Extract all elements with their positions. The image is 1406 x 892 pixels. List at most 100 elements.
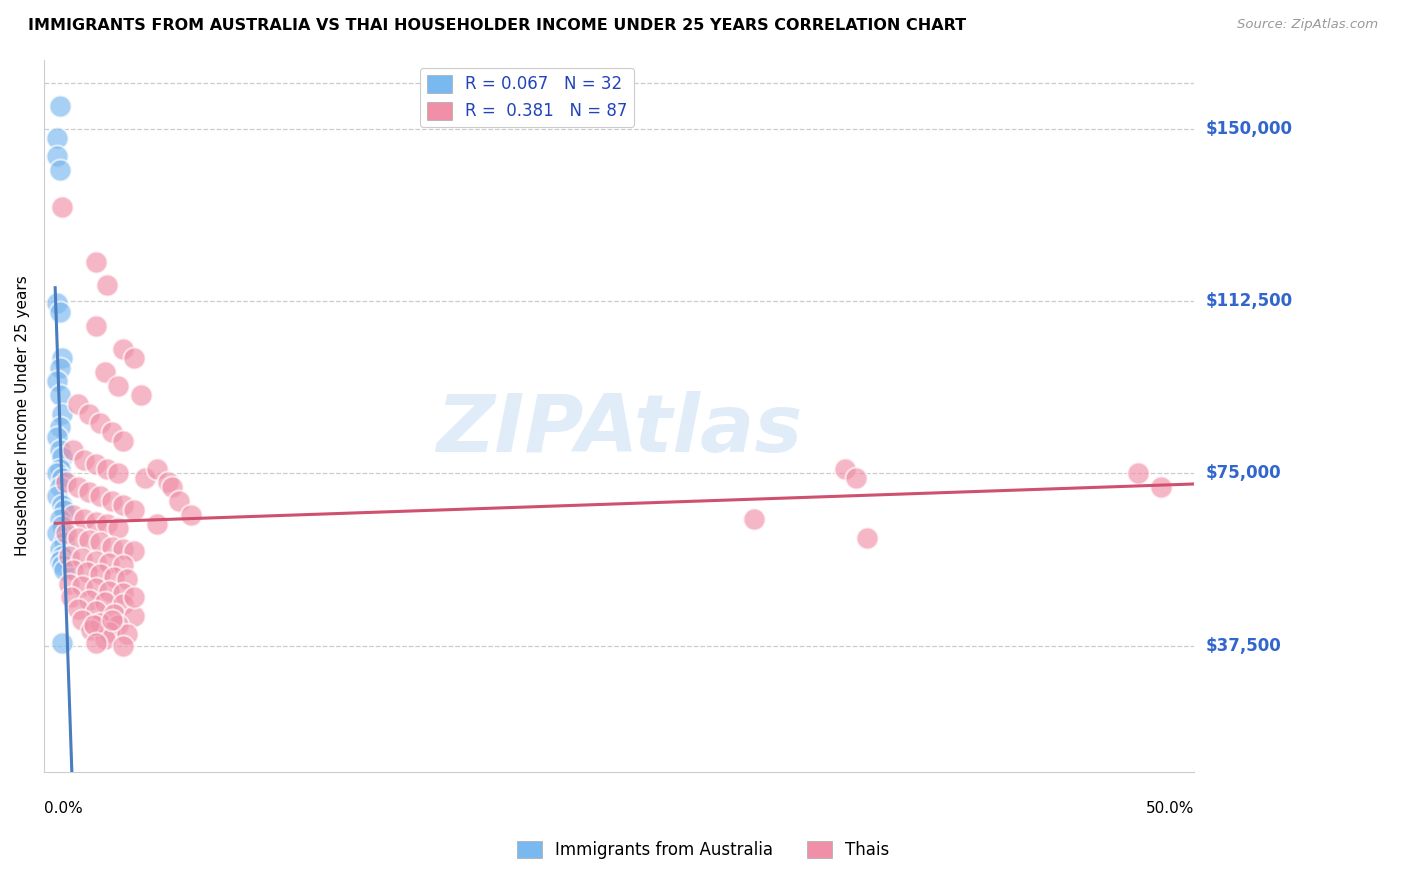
Point (77, 592, 100, 607)
Point (51, 519, 73, 533)
Point (122, 591, 145, 605)
Point (62, 508, 84, 522)
Point (48, 360, 70, 375)
Point (46, 296, 69, 310)
Point (53, 563, 76, 577)
Point (122, 544, 145, 558)
Point (70, 551, 93, 566)
Point (1149, 480, 1171, 494)
Point (48, 305, 70, 319)
Point (96, 461, 118, 475)
Text: $37,500: $37,500 (1205, 637, 1281, 655)
Point (70, 579, 93, 593)
Point (145, 461, 167, 475)
Point (84, 554, 107, 568)
Point (48, 512, 70, 526)
Point (53, 503, 76, 517)
Text: IMMIGRANTS FROM AUSTRALIA VS THAI HOUSEHOLDER INCOME UNDER 25 YEARS CORRELATION : IMMIGRANTS FROM AUSTRALIA VS THAI HOUSEH… (28, 18, 966, 33)
Point (73, 512, 96, 526)
Point (94, 595, 117, 609)
Point (55, 475, 77, 490)
Point (89, 535, 111, 549)
Point (856, 531, 879, 545)
Point (96, 516, 118, 531)
Point (94, 365, 117, 379)
Point (122, 608, 145, 623)
Point (89, 416, 111, 430)
Point (51, 351, 73, 366)
Legend: R = 0.067   N = 32, R =  0.381   N = 87: R = 0.067 N = 32, R = 0.381 N = 87 (420, 68, 634, 127)
Point (180, 508, 202, 522)
Text: $112,500: $112,500 (1205, 292, 1292, 310)
Point (156, 475, 179, 490)
Point (98, 556, 121, 570)
Point (46, 429, 69, 443)
Point (111, 586, 134, 600)
Y-axis label: Householder Income Under 25 years: Householder Income Under 25 years (15, 276, 30, 557)
Point (100, 425, 122, 439)
Point (162, 480, 184, 494)
Point (111, 597, 134, 611)
Point (84, 581, 107, 595)
Point (66, 602, 89, 616)
Point (89, 615, 111, 630)
Point (89, 489, 111, 503)
Point (46, 375, 69, 389)
Point (66, 531, 89, 545)
Point (100, 494, 122, 508)
Point (51, 558, 73, 573)
Point (107, 521, 129, 535)
Point (98, 583, 121, 598)
Point (48, 461, 70, 475)
Point (744, 512, 766, 526)
Text: 50.0%: 50.0% (1146, 801, 1194, 815)
Point (129, 388, 152, 402)
Point (62, 563, 84, 577)
Point (51, 450, 73, 465)
Point (111, 499, 134, 513)
Point (145, 516, 167, 531)
Point (1126, 467, 1149, 481)
Point (53, 535, 76, 549)
Point (111, 639, 134, 653)
Point (103, 607, 125, 621)
Text: $150,000: $150,000 (1205, 120, 1292, 137)
Point (48, 388, 70, 402)
Point (111, 558, 134, 573)
Point (84, 255, 107, 269)
Point (111, 542, 134, 557)
Point (51, 636, 73, 650)
Point (103, 570, 125, 584)
Point (100, 540, 122, 554)
Point (96, 277, 118, 292)
Point (107, 379, 129, 393)
Point (66, 480, 89, 494)
Point (80, 623, 103, 637)
Point (51, 499, 73, 513)
Point (167, 494, 190, 508)
Point (70, 614, 93, 628)
Text: $75,000: $75,000 (1205, 465, 1281, 483)
Point (77, 533, 100, 547)
Point (76, 565, 98, 579)
Point (62, 443, 84, 458)
Point (77, 484, 100, 499)
Point (48, 98, 70, 112)
Point (84, 636, 107, 650)
Point (48, 542, 70, 557)
Point (66, 397, 89, 411)
Point (59, 591, 82, 605)
Point (48, 480, 70, 494)
Point (83, 618, 105, 632)
Point (84, 319, 107, 334)
Point (84, 457, 107, 471)
Point (77, 407, 100, 421)
Point (48, 554, 70, 568)
Legend: Immigrants from Australia, Thais: Immigrants from Australia, Thais (510, 834, 896, 866)
Point (111, 434, 134, 449)
Text: 0.0%: 0.0% (44, 801, 83, 815)
Point (51, 407, 73, 421)
Text: ZIPAtlas: ZIPAtlas (436, 391, 803, 469)
Point (84, 515, 107, 529)
Point (94, 632, 117, 646)
